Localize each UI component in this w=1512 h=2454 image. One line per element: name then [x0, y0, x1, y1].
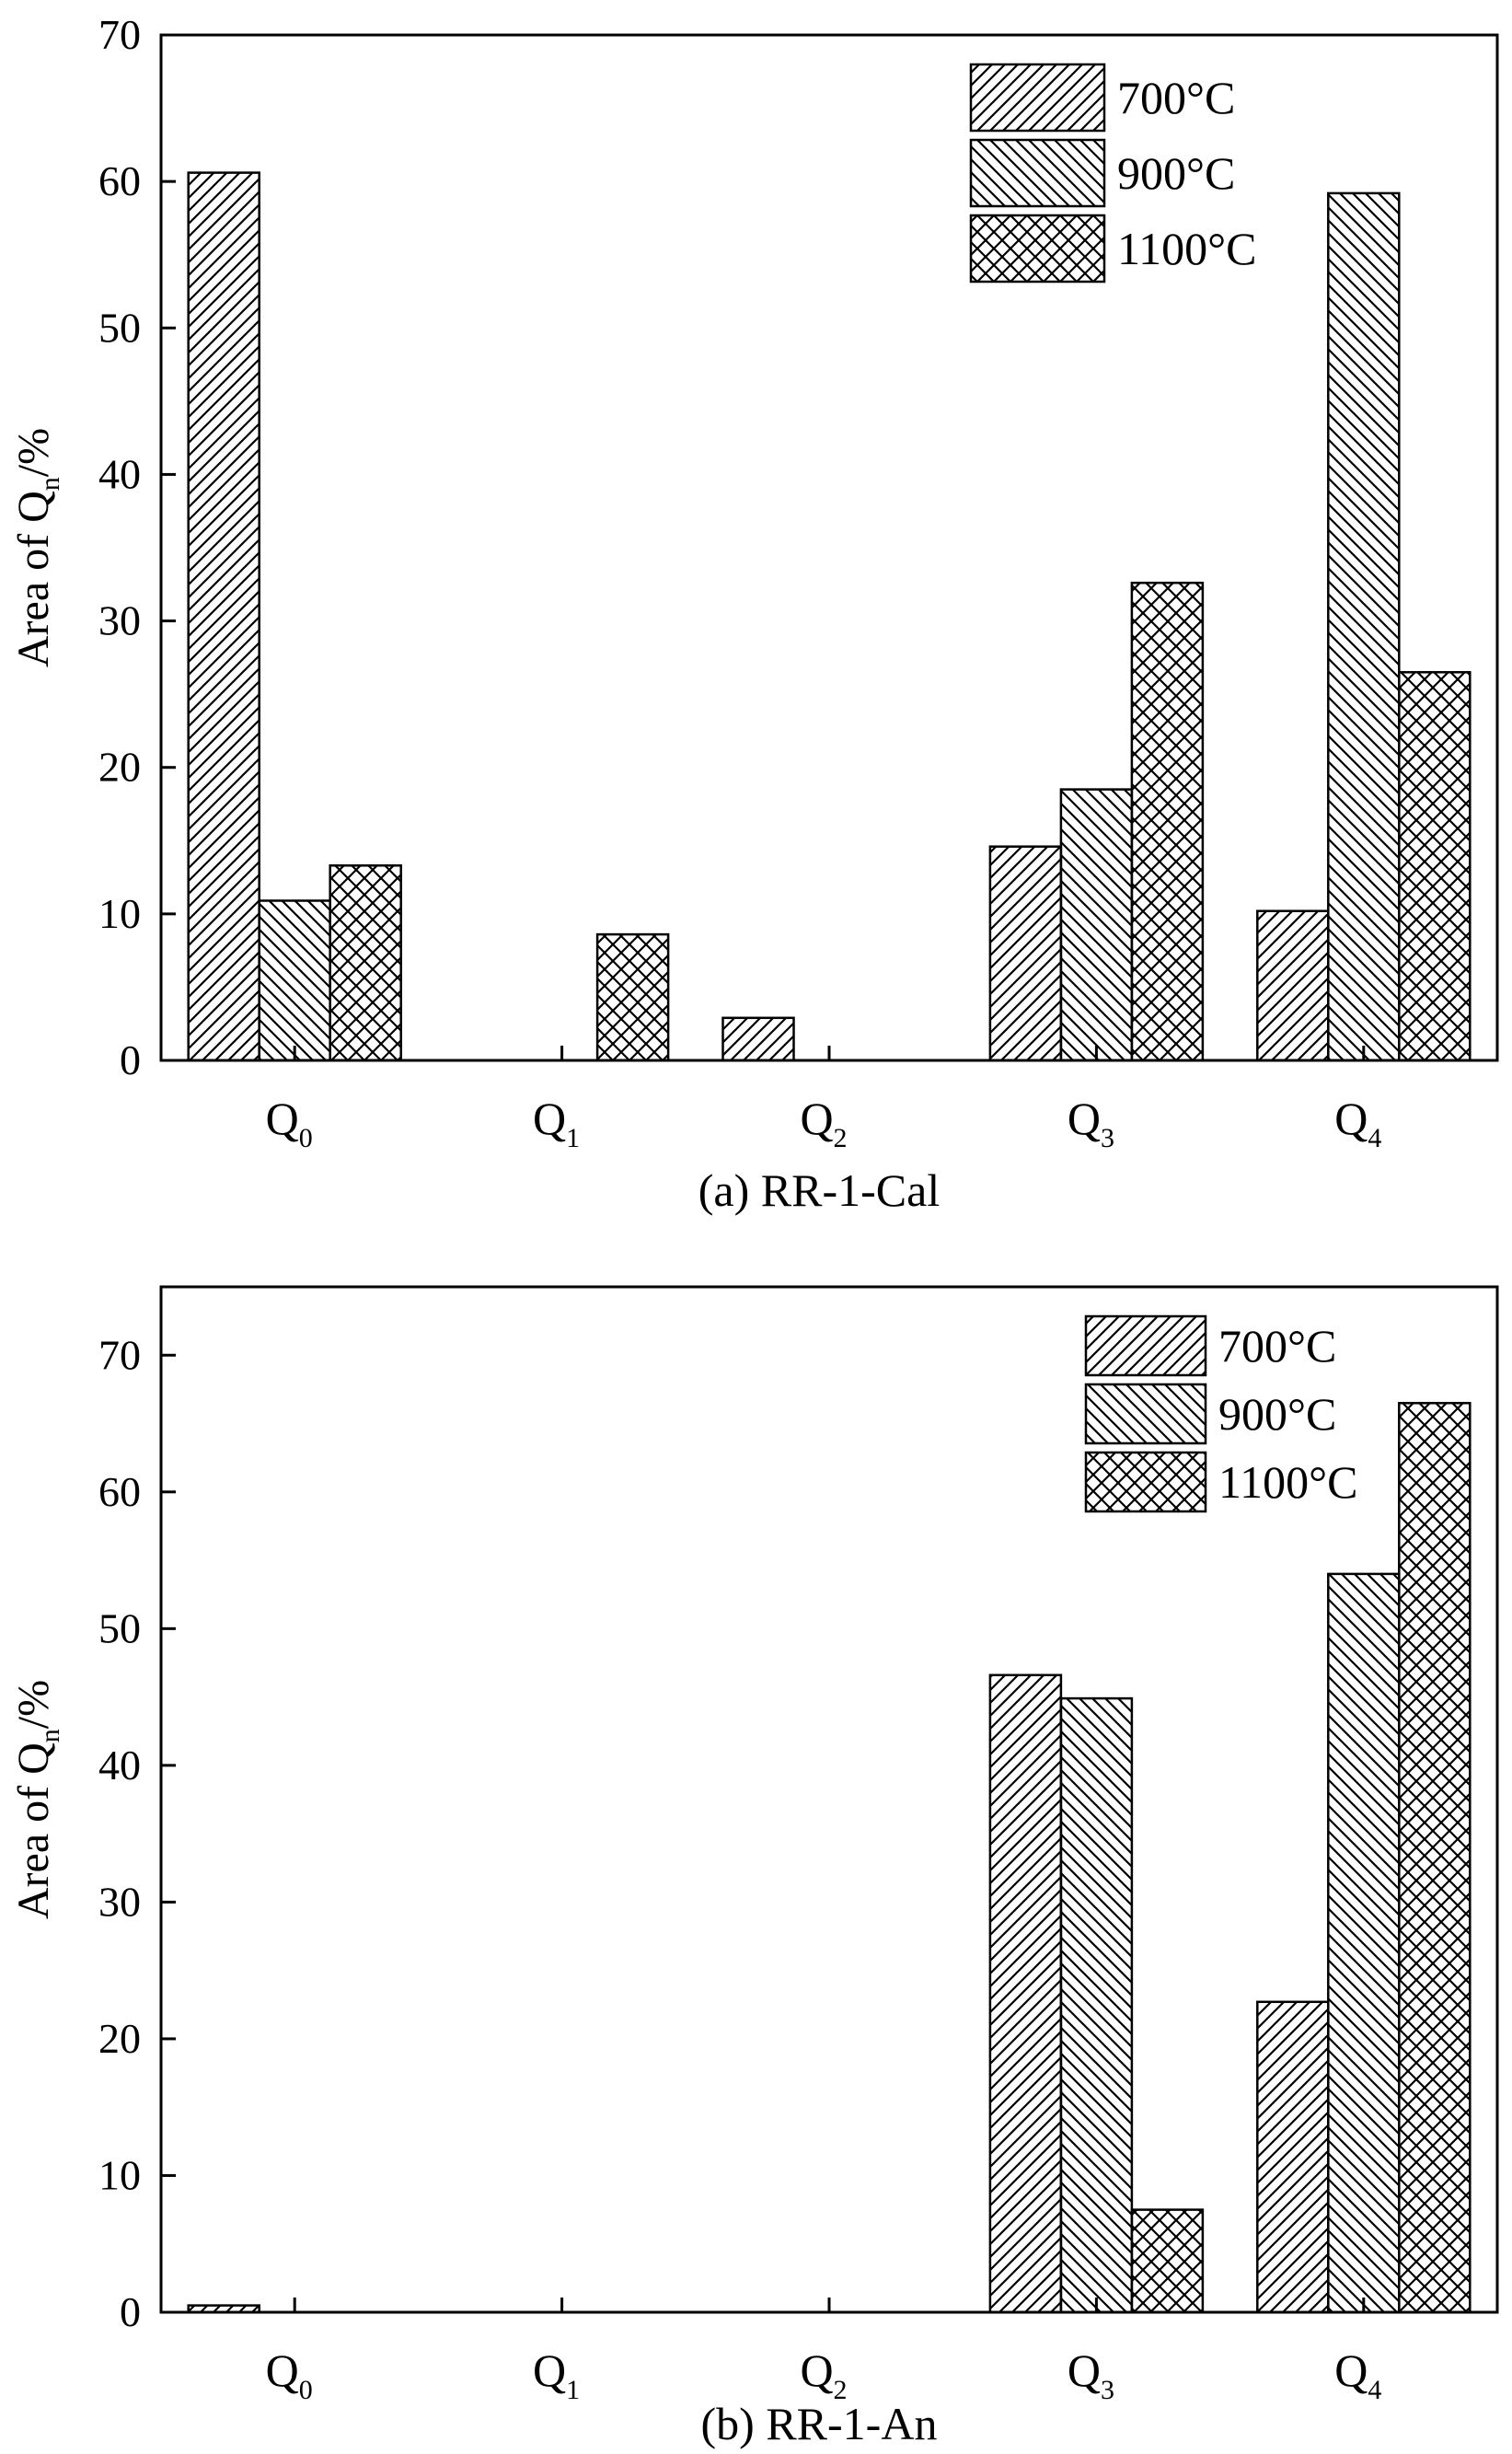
legend-label: 900°C: [1218, 1388, 1336, 1440]
y-tick-label: 20: [98, 744, 141, 791]
legend-swatch: [1084, 1383, 1207, 1445]
bar-a-1100c-cat3: [1130, 581, 1205, 1062]
y-tick-label: 10: [98, 2151, 141, 2198]
legend-label: 1100°C: [1117, 223, 1257, 274]
y-tick-label: 0: [120, 1036, 141, 1083]
legend-swatch: [969, 138, 1106, 208]
bar-a-900c-cat4: [1327, 191, 1401, 1062]
x-tick-label: Q4: [1334, 1093, 1381, 1153]
bar-a-700c-cat2: [721, 1016, 795, 1062]
y-axis-a: 0 10 20 30 40 50 60 70: [98, 11, 176, 1083]
bar-a-700c-cat0: [187, 171, 260, 1062]
x-tick-label: Q2: [800, 1093, 847, 1153]
bar-b-700c-cat3: [988, 1673, 1063, 2314]
y-tick-label: 30: [98, 597, 141, 644]
caption-b: (b) RR-1-An: [701, 2398, 938, 2449]
y-tick-label: 60: [98, 157, 141, 204]
legend-swatch: [969, 63, 1106, 133]
caption-a: (a) RR-1-Cal: [698, 1164, 940, 1216]
y-axis-b: 0 10 20 30 40 50 60 70: [98, 1331, 176, 2335]
x-axis-b: Q0 Q1 Q2 Q3 Q4: [266, 2298, 1381, 2405]
x-tick-label: Q1: [533, 1093, 580, 1153]
x-tick-label: Q2: [800, 2344, 847, 2405]
x-tick-label: Q0: [266, 2344, 313, 2405]
bar-a-700c-cat3: [988, 845, 1063, 1062]
x-tick-label: Q3: [1068, 1093, 1114, 1153]
y-tick-label: 70: [98, 11, 141, 58]
legend-swatch: [969, 214, 1106, 284]
y-axis-label-b: Area of Qn/%: [9, 1680, 65, 1919]
y-tick-label: 0: [120, 2288, 141, 2335]
bar-b-1100c-cat3: [1130, 2208, 1205, 2314]
legend-label: 1100°C: [1218, 1456, 1358, 1508]
legend-label: 700°C: [1117, 72, 1235, 123]
legend-swatch: [1084, 1314, 1207, 1377]
bar-b-900c-cat4: [1327, 1572, 1401, 2314]
y-tick-label: 30: [98, 1878, 141, 1925]
y-tick-label: 40: [98, 1742, 141, 1788]
bar-a-1100c-cat4: [1398, 671, 1472, 1062]
legend-label: 700°C: [1218, 1320, 1336, 1372]
bar-a-1100c-cat1: [595, 932, 670, 1062]
bar-a-1100c-cat0: [329, 864, 402, 1062]
bar-a-900c-cat0: [258, 899, 331, 1062]
y-tick-label: 40: [98, 450, 141, 497]
y-tick-label: 10: [98, 890, 141, 937]
legend-a: 700°C 900°C 1100°C: [969, 63, 1257, 284]
bar-b-1100c-cat4: [1398, 1402, 1472, 2314]
y-tick-label: 60: [98, 1468, 141, 1515]
legend-swatch: [1084, 1451, 1207, 1513]
legend-label: 900°C: [1117, 147, 1235, 199]
x-tick-label: Q0: [266, 1093, 313, 1153]
y-tick-label: 20: [98, 2015, 141, 2062]
legend-b: 700°C 900°C 1100°C: [1084, 1314, 1358, 1513]
bars-a: [187, 171, 1472, 1062]
x-tick-label: Q4: [1334, 2344, 1381, 2405]
x-tick-label: Q1: [533, 2344, 580, 2405]
y-tick-label: 50: [98, 304, 141, 351]
x-tick-label: Q3: [1068, 2344, 1114, 2405]
x-axis-a: Q0 Q1 Q2 Q3 Q4: [266, 1046, 1381, 1153]
bar-b-900c-cat3: [1059, 1696, 1134, 2314]
bar-b-700c-cat4: [1256, 2000, 1330, 2314]
y-tick-label: 70: [98, 1331, 141, 1378]
y-tick-label: 50: [98, 1604, 141, 1651]
y-axis-label-a: Area of Qn/%: [9, 428, 65, 667]
bar-a-700c-cat4: [1256, 909, 1330, 1062]
bars-b: [187, 1402, 1472, 2314]
bar-a-900c-cat3: [1059, 788, 1134, 1062]
